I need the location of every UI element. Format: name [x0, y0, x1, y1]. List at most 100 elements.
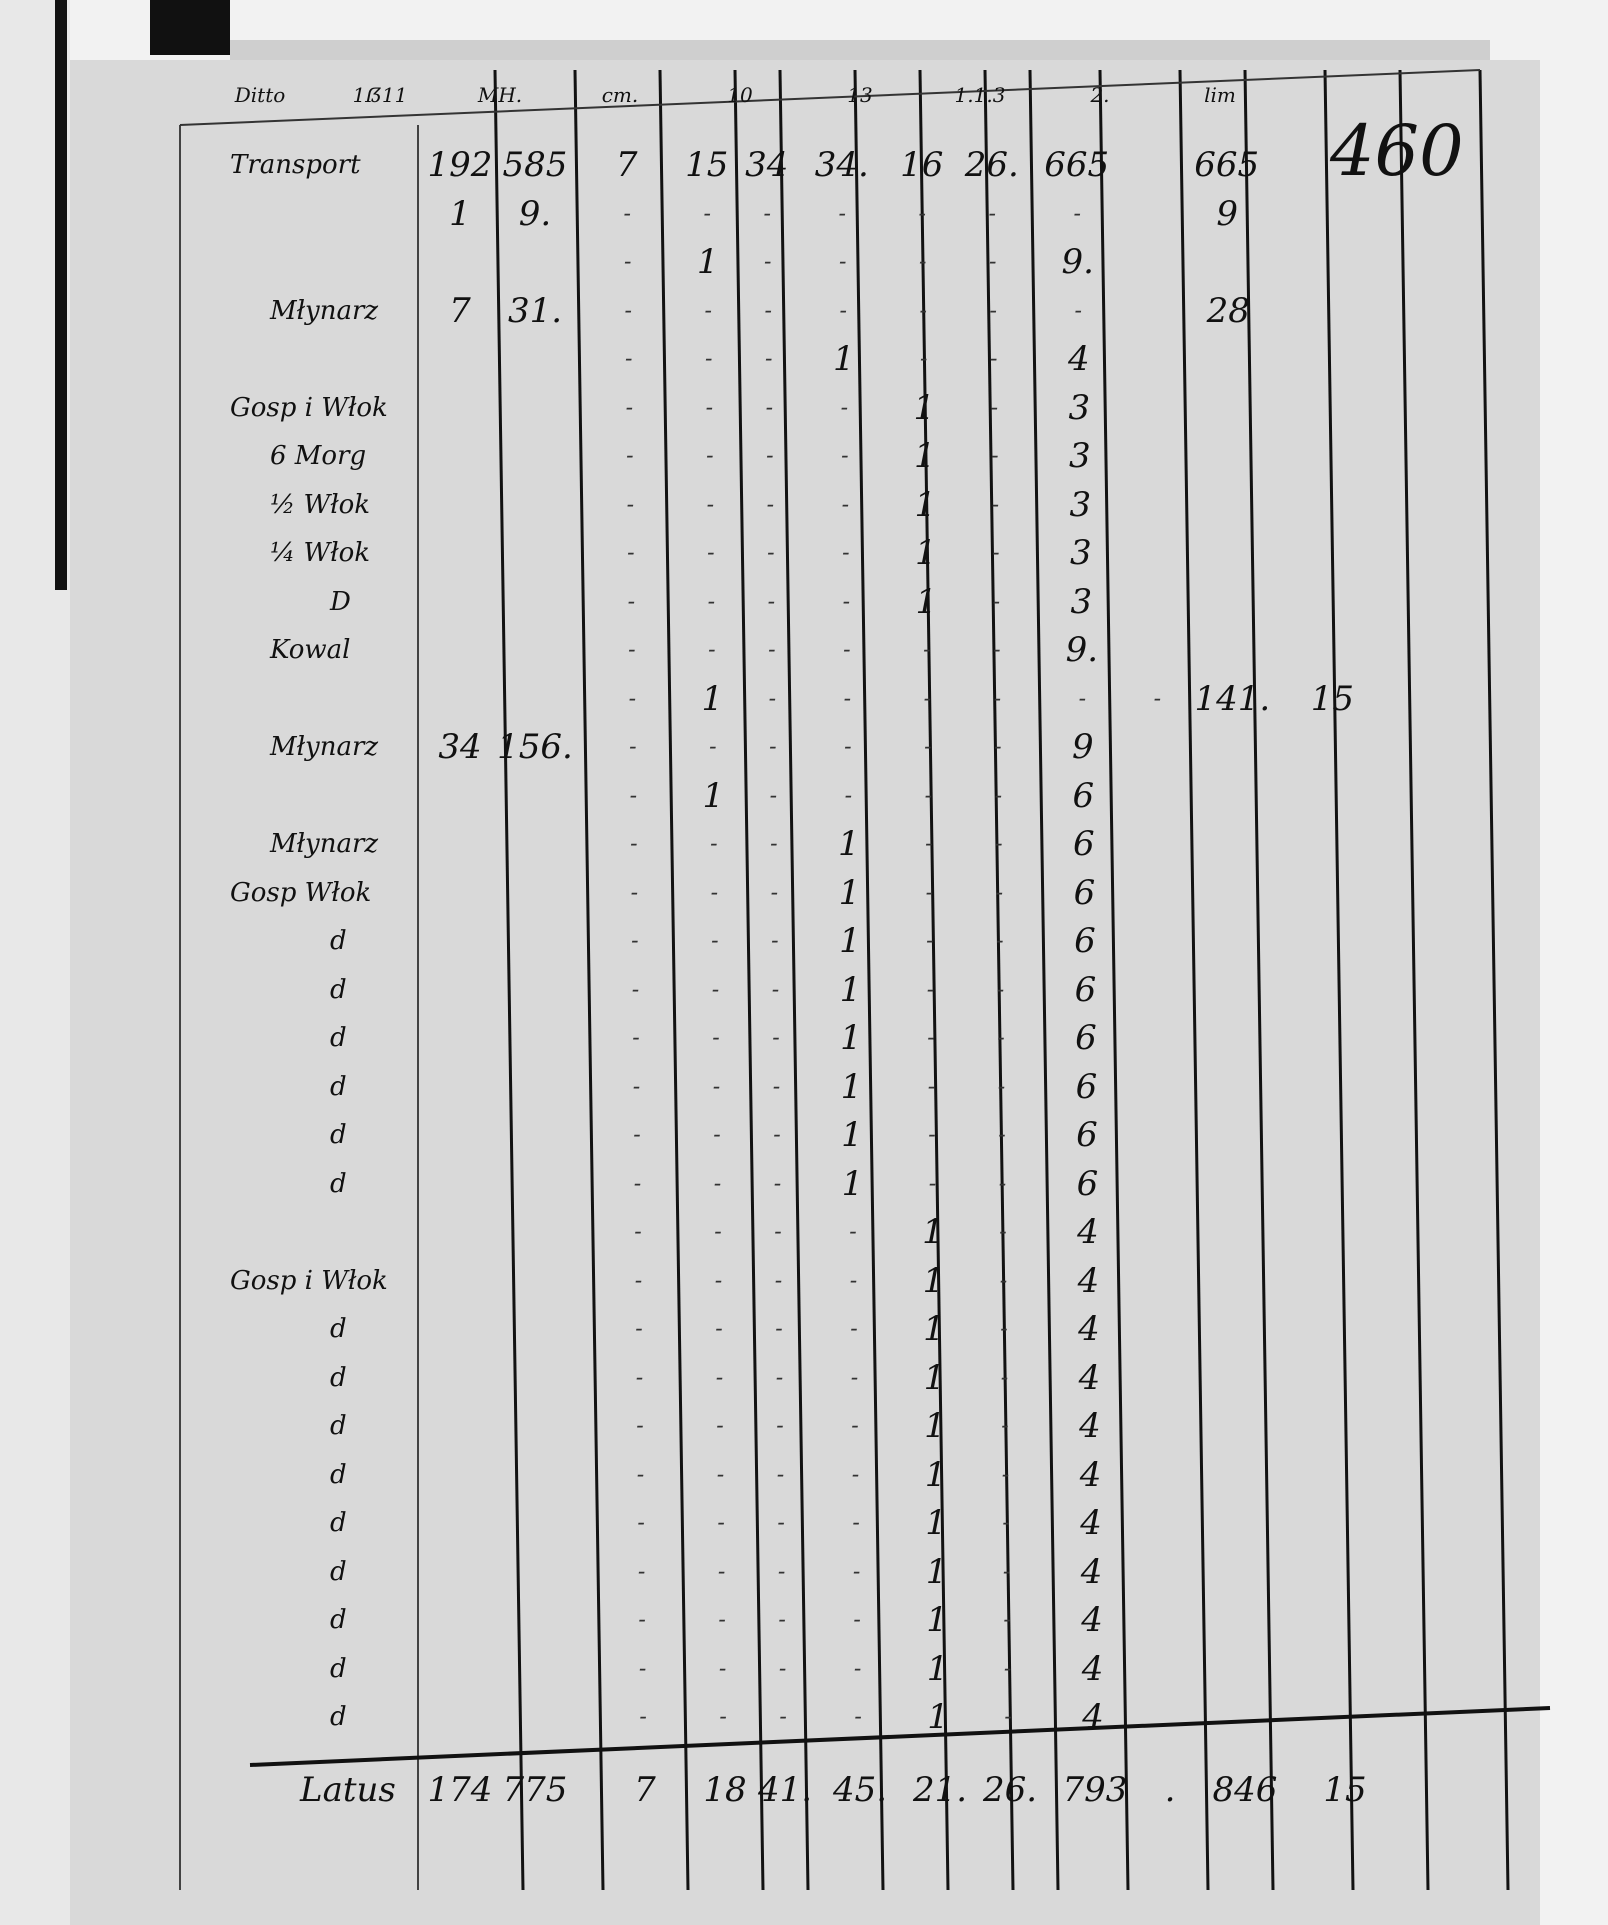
ledger-cell: -: [992, 589, 1001, 614]
total-rule: [249, 1706, 1551, 1767]
ledger-cell: -: [718, 1607, 726, 1633]
ledger-cell: -: [1003, 1607, 1011, 1633]
ledger-cell: 1: [913, 436, 936, 476]
ledger-cell: -: [1078, 686, 1087, 711]
row-label: Gosp i Włok: [230, 1265, 388, 1296]
ledger-cell: -: [769, 783, 778, 808]
ledger-cell: -: [717, 1559, 726, 1584]
ledger-cell: -: [767, 540, 775, 566]
ledger-cell: -: [991, 492, 1000, 517]
ledger-cell: -: [630, 880, 639, 905]
ledger-cell: -: [706, 443, 714, 469]
ledger-cell: -: [639, 1704, 647, 1730]
ledger-cell: -: [838, 201, 846, 226]
ledger-cell: -: [778, 1656, 787, 1681]
ledger-cell: 1: [925, 1503, 947, 1543]
ledger-cell: -: [925, 831, 933, 857]
ledger-cell: -: [716, 1462, 725, 1487]
ledger-cell: -: [637, 1559, 646, 1584]
ledger-cell: 1: [923, 1309, 945, 1349]
ledger-cell: -: [707, 540, 715, 566]
ledger-cell: -: [624, 298, 632, 323]
ledger-cell: -: [926, 977, 935, 1002]
ledger-cell: -: [708, 637, 716, 663]
ledger-cell: -: [996, 977, 1005, 1002]
ledger-cell: -: [628, 686, 637, 711]
ledger-cell: 3: [1068, 387, 1091, 428]
ledger-cell: -: [994, 783, 1003, 808]
ledger-cell: 1: [923, 1357, 946, 1398]
ledger-cell: -: [709, 734, 717, 760]
ledger-cell: -: [1003, 1656, 1012, 1681]
ledger-cell: 34: [745, 145, 789, 185]
ledger-cell: 6: [1074, 921, 1096, 961]
ledger-cell: -: [711, 977, 720, 1002]
ledger-cell: 156.: [497, 727, 573, 767]
ledger-cell: -: [764, 249, 772, 275]
ledger-cell: -: [705, 346, 713, 372]
row-label: D: [330, 586, 351, 617]
row-label: Kowal: [270, 635, 351, 665]
ledger-cell: -: [992, 540, 1000, 566]
ledger-cell: -: [638, 1656, 647, 1681]
ledger-cell: -: [775, 1365, 784, 1390]
ledger-cell: -: [715, 1316, 723, 1342]
ledger-cell: 1: [839, 921, 861, 961]
ledger-cell: -: [776, 1413, 784, 1439]
ledger-cell: -: [632, 1025, 640, 1051]
ledger-cell: 1: [696, 242, 719, 282]
ledger-cell: -: [764, 298, 772, 323]
ledger-cell: 6: [1073, 824, 1095, 864]
ledger-cell: -: [777, 1510, 785, 1536]
row-label: d: [330, 1459, 347, 1490]
ledger-cell: -: [713, 1122, 721, 1148]
column-rule: [853, 69, 885, 1891]
ledger-cell: -: [839, 298, 847, 323]
ledger-cell: -: [637, 1510, 645, 1536]
ledger-cell: -: [840, 395, 848, 420]
ledger-cell: -: [719, 1704, 727, 1730]
row-label: d: [330, 974, 347, 1005]
row-label: d: [330, 1411, 347, 1441]
ledger-cell: -: [1001, 1413, 1009, 1439]
row-label: ¼ Włok: [270, 538, 371, 568]
ledger-cell: -: [772, 1025, 780, 1051]
ledger-cell: 1: [915, 581, 938, 622]
ledger-cell: -: [923, 637, 931, 663]
ledger-cell: 4: [1082, 1697, 1104, 1737]
ledger-cell: -: [1000, 1365, 1009, 1390]
ledger-cell: -: [850, 1316, 858, 1342]
ledger-cell: -: [1074, 298, 1082, 323]
ledger-cell: -: [713, 1171, 722, 1196]
column-rule: [778, 69, 810, 1891]
header-fragment: 1ẞ11: [352, 83, 408, 107]
ledger-cell: -: [988, 201, 996, 226]
ledger-cell: -: [718, 1656, 727, 1681]
row-label: 6 Morg: [270, 441, 367, 471]
page-number: 460: [1330, 110, 1464, 192]
ledger-cell: 1: [702, 775, 725, 816]
ledger-cell: -: [920, 346, 928, 372]
ledger-cell: 1: [914, 533, 937, 573]
row-label: d: [330, 1168, 347, 1199]
total-label: Latus: [300, 1770, 396, 1810]
column-rule: [918, 69, 950, 1891]
ledger-cell: 15: [685, 145, 729, 185]
ledger-cell: -: [995, 831, 1003, 857]
ledger-cell: 1: [924, 1454, 947, 1495]
ledger-cell: -: [625, 395, 633, 420]
ledger-cell: 9: [1072, 727, 1094, 767]
ledger-cell: 4: [1077, 1212, 1099, 1252]
ledger-cell: 665: [1044, 145, 1110, 185]
header-fragment: 10: [727, 83, 753, 107]
ledger-cell: 16: [900, 145, 944, 185]
ledger-cell: -: [843, 686, 852, 711]
ledger-cell: 192: [427, 145, 493, 185]
ledger-cell: -: [927, 1025, 935, 1051]
column-rule: [1243, 69, 1275, 1891]
column-rule: [658, 69, 690, 1891]
ledger-cell: -: [854, 1704, 862, 1730]
ledger-cell: -: [990, 346, 998, 372]
ledger-cell: -: [1002, 1559, 1011, 1584]
ledger-cell: -: [776, 1462, 785, 1487]
